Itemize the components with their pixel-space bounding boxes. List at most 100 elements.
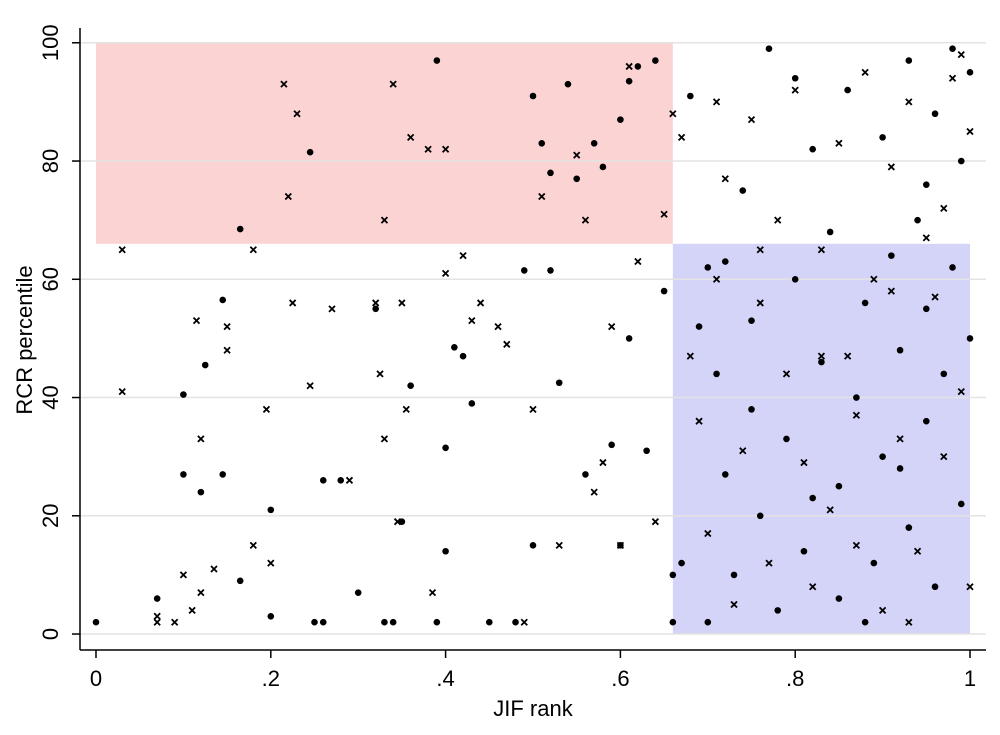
dot-point bbox=[451, 343, 458, 351]
dot-point bbox=[905, 524, 913, 531]
cross-point bbox=[669, 110, 677, 118]
cross-point bbox=[188, 606, 196, 615]
dot-point bbox=[643, 447, 650, 455]
dot-point bbox=[940, 370, 948, 378]
dot-point bbox=[236, 577, 244, 585]
dot-point bbox=[201, 361, 209, 369]
cross-point bbox=[660, 210, 668, 218]
cross-point bbox=[262, 405, 271, 413]
cross-point bbox=[407, 133, 415, 142]
cross-point bbox=[826, 506, 834, 514]
cross-point bbox=[957, 387, 965, 396]
cross-point bbox=[721, 175, 729, 183]
cross-point bbox=[380, 435, 389, 443]
cross-point bbox=[494, 322, 502, 331]
cross-point bbox=[861, 68, 869, 76]
cross-point bbox=[210, 565, 218, 573]
cross-point bbox=[118, 387, 126, 396]
dot-point bbox=[756, 512, 764, 520]
dot-point bbox=[354, 589, 362, 596]
x-tick-label: 0 bbox=[90, 666, 102, 691]
cross-point bbox=[118, 246, 126, 254]
dot-point bbox=[485, 618, 493, 626]
dot-point bbox=[573, 175, 581, 183]
y-tick-label: 60 bbox=[38, 267, 63, 291]
dot-point bbox=[879, 134, 886, 141]
dot-point bbox=[923, 417, 930, 425]
dot-point bbox=[529, 92, 537, 100]
dot-point bbox=[520, 267, 528, 274]
cross-point bbox=[704, 529, 712, 538]
cross-point bbox=[441, 145, 450, 153]
dot-point bbox=[180, 391, 187, 398]
cross-point bbox=[747, 116, 756, 124]
cross-point bbox=[306, 382, 314, 390]
dot-point bbox=[372, 305, 379, 313]
cross-point bbox=[800, 458, 808, 467]
cross-point bbox=[677, 133, 686, 142]
y-tick-label: 40 bbox=[38, 385, 63, 409]
cross-point bbox=[573, 151, 581, 159]
dot-point bbox=[879, 453, 886, 460]
dot-point bbox=[949, 264, 956, 271]
dot-point bbox=[844, 86, 851, 94]
cross-point bbox=[153, 618, 161, 626]
cross-point bbox=[712, 98, 721, 106]
dot-point bbox=[949, 45, 956, 52]
cross-point bbox=[905, 98, 913, 106]
dot-point bbox=[538, 139, 546, 147]
dot-point bbox=[547, 169, 554, 177]
cross-point bbox=[376, 370, 384, 378]
cross-point bbox=[765, 559, 773, 567]
cross-point bbox=[905, 618, 913, 626]
dot-point bbox=[888, 252, 895, 259]
cross-point bbox=[590, 488, 598, 496]
dot-point bbox=[748, 317, 755, 324]
cross-point bbox=[398, 299, 406, 307]
dot-point bbox=[652, 57, 659, 64]
cross-point bbox=[756, 299, 764, 307]
dot-point bbox=[931, 583, 939, 591]
cross-point bbox=[756, 246, 764, 254]
cross-point bbox=[940, 453, 948, 461]
dot-point bbox=[687, 92, 694, 100]
cross-point bbox=[817, 352, 826, 360]
cross-point bbox=[503, 340, 511, 348]
dot-point bbox=[791, 275, 799, 283]
cross-point bbox=[249, 541, 257, 549]
dot-point bbox=[721, 471, 729, 478]
dot-point bbox=[861, 618, 869, 626]
dot-point bbox=[669, 618, 677, 626]
cross-point bbox=[424, 145, 432, 153]
dot-point bbox=[433, 618, 441, 626]
dot-point bbox=[512, 618, 519, 626]
dot-point bbox=[442, 444, 449, 452]
dot-point bbox=[407, 382, 414, 390]
cross-point bbox=[179, 571, 188, 579]
dot-point bbox=[853, 394, 860, 401]
cross-point bbox=[581, 216, 590, 224]
cross-point bbox=[966, 127, 974, 136]
cross-point bbox=[459, 251, 467, 260]
cross-point bbox=[695, 417, 703, 425]
dot-point bbox=[236, 225, 244, 233]
dot-point bbox=[861, 299, 869, 307]
cross-point bbox=[192, 317, 201, 325]
dot-point bbox=[923, 305, 930, 313]
cross-point bbox=[948, 74, 957, 82]
shaded-region bbox=[672, 243, 971, 635]
cross-point bbox=[441, 269, 450, 278]
dot-point bbox=[678, 559, 685, 567]
dot-point bbox=[826, 228, 834, 236]
dot-point bbox=[529, 542, 537, 549]
cross-point bbox=[393, 518, 402, 526]
dot-point bbox=[957, 157, 965, 165]
cross-point bbox=[372, 299, 380, 307]
dot-point bbox=[774, 607, 782, 614]
cross-point bbox=[887, 287, 895, 295]
cross-point bbox=[289, 299, 297, 307]
dot-point bbox=[153, 595, 161, 602]
y-tick-label: 0 bbox=[38, 628, 63, 640]
dot-point bbox=[765, 45, 773, 52]
dot-point bbox=[459, 352, 467, 360]
